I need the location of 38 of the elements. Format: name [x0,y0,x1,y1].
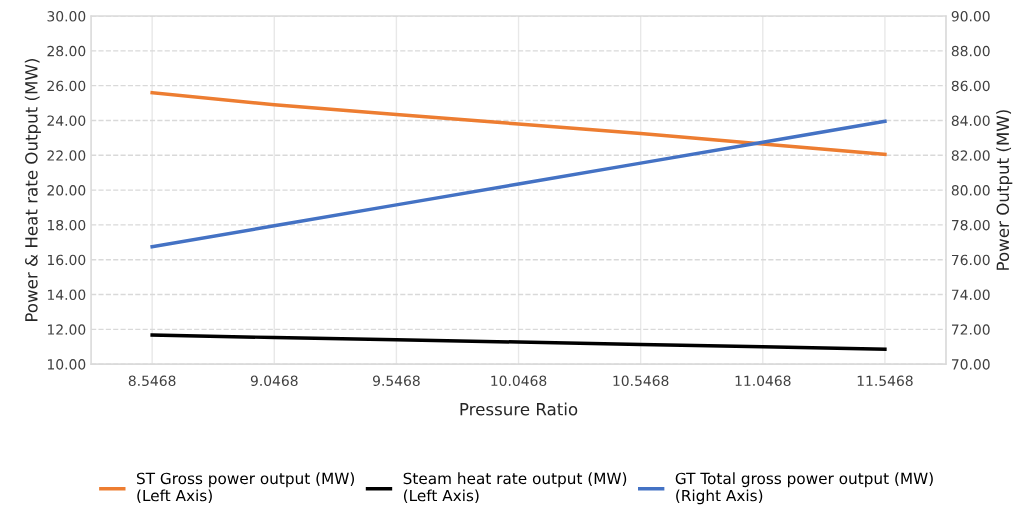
y-axis-title: Power & Heat rate Output (MW) [24,59,41,321]
y2-tick-label: 86.00 [951,80,990,92]
y-tick-label: 22.00 [47,150,86,161]
legend-label: ST Gross power output (MW) (Left Axis) [137,472,354,504]
y2-tick-label: 78.00 [951,219,990,231]
line-series [150,90,887,157]
y2-tick-label: 88.00 [951,45,990,57]
y2-axis-title: Power Output (MW) [996,110,1013,270]
y-tick-label: 24.00 [47,115,86,126]
y2-tick-label: 82.00 [951,150,990,161]
line-series [150,119,887,249]
x-axis-title: Pressure Ratio [460,402,578,416]
y-tick-label: 28.00 [47,45,86,57]
y2-tick-label: 76.00 [951,254,990,266]
x-tick-label: 10.0468 [491,375,547,387]
y-tick-label: 14.00 [47,289,86,301]
y2-tick-label: 84.00 [951,115,990,126]
legend-label: Steam heat rate output (MW) (Left Axis) [403,472,627,504]
x-tick-label: 8.5468 [128,375,176,387]
y-tick-label: 10.00 [47,359,86,370]
y2-tick-label: 72.00 [951,324,990,335]
x-tick-label: 11.5468 [857,375,913,387]
legend-label: GT Total gross power output (MW) (Right Axis) [675,472,933,505]
y-tick-label: 30.00 [47,11,86,22]
y2-tick-label: 80.00 [951,185,990,196]
y-tick-label: 18.00 [47,219,86,231]
y-tick-label: 26.00 [47,80,86,92]
y2-tick-label: 90.00 [951,11,990,22]
y2-tick-label: 70.00 [951,359,990,370]
x-tick-label: 9.0468 [250,375,298,387]
line-series [150,333,887,351]
y2-tick-label: 74.00 [951,289,990,301]
x-tick-label: 9.5468 [372,375,420,387]
y-tick-label: 20.00 [47,185,86,196]
x-tick-label: 11.0468 [735,375,791,387]
x-tick-label: 10.5468 [613,375,669,387]
y-tick-label: 12.00 [47,324,86,335]
y-tick-label: 16.00 [47,254,86,266]
